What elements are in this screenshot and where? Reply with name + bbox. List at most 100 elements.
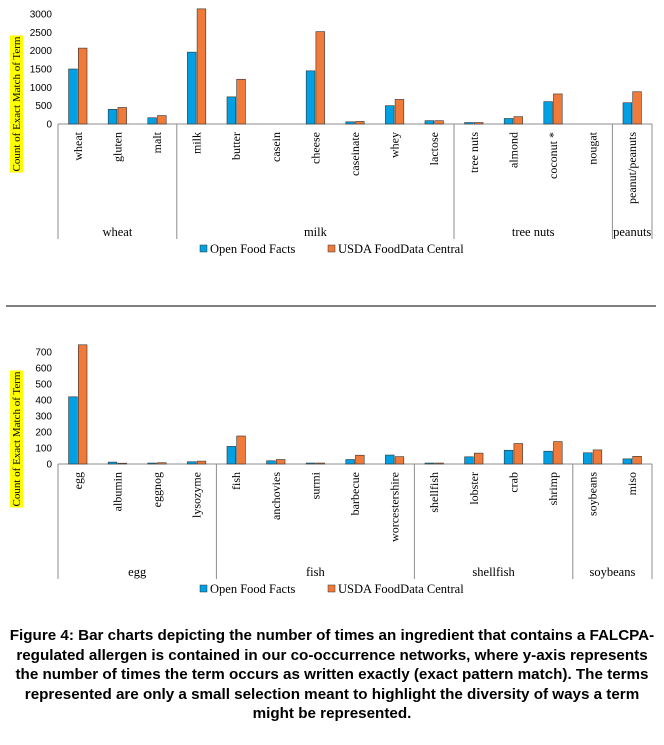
group-label: fish <box>306 565 326 579</box>
category-label: eggnog <box>150 472 164 507</box>
y-tick-label: 3000 <box>30 10 53 21</box>
category-label: tree nuts <box>467 132 481 173</box>
y-tick-label: 500 <box>35 101 52 112</box>
category-label: peanut/peanuts <box>625 132 639 204</box>
y-axis-label-highlight <box>10 35 23 173</box>
bar-off-lysozyme <box>187 461 197 465</box>
group-label: egg <box>128 565 147 579</box>
bar-usda-eggnog <box>157 462 167 465</box>
y-tick-label: 700 <box>35 348 52 359</box>
category-label: soybeans <box>586 472 600 516</box>
bar-usda-egg <box>78 344 88 465</box>
bar-off-fish <box>226 446 237 465</box>
bar-off-caseinate <box>345 121 355 125</box>
category-label: butter <box>229 132 243 160</box>
bar-off-cheese <box>305 70 316 125</box>
bar-off-milk <box>187 51 197 125</box>
category-label: caseinate <box>348 132 362 176</box>
legend-label: USDA FoodData Central <box>338 242 464 256</box>
bar-off-anchovies <box>266 460 276 465</box>
bar-off-tree-nuts <box>464 122 474 125</box>
bar-usda-wheat <box>78 47 88 125</box>
bar-usda-butter <box>236 78 246 125</box>
legend-label: Open Food Facts <box>210 242 296 256</box>
category-label: casein <box>269 132 283 162</box>
y-tick-label: 2500 <box>30 28 53 39</box>
figure-caption: Figure 4: Bar charts depicting the numbe… <box>9 627 655 722</box>
category-label: cheese <box>308 132 322 164</box>
bar-off-shellfish <box>424 462 435 465</box>
y-tick-label: 600 <box>35 364 52 375</box>
category-label: albumin <box>110 472 124 511</box>
bar-off-soybeans <box>583 452 593 465</box>
bar-usda-malt <box>157 115 167 125</box>
category-label: gluten <box>110 132 124 162</box>
y-axis-label-highlight <box>10 370 23 508</box>
category-label: miso <box>625 472 639 495</box>
category-label: almond <box>506 132 520 168</box>
bar-usda-crab <box>513 443 523 465</box>
category-label: egg <box>71 472 85 489</box>
y-tick-label: 100 <box>35 444 52 455</box>
category-label: anchovies <box>269 472 283 520</box>
bar-off-gluten <box>107 109 118 125</box>
y-tick-label: 400 <box>35 396 52 407</box>
category-label: milk <box>190 132 204 154</box>
bar-usda-shrimp <box>553 441 563 465</box>
bar-usda-anchovies <box>275 459 286 465</box>
bar-usda-milk <box>196 8 207 125</box>
y-tick-label: 500 <box>35 380 52 391</box>
bar-off-worcestershire <box>385 454 395 465</box>
bar-usda-soybeans <box>592 449 603 465</box>
chart-1: Count of Exact Match of Term 0 500 1000 1500… <box>10 8 653 256</box>
bar-off-whey <box>385 105 395 125</box>
bar-usda-worcestershire <box>394 456 405 465</box>
group-label: shellfish <box>472 565 515 579</box>
y-tick-label: 1000 <box>30 83 53 94</box>
bar-usda-cheese <box>315 31 325 125</box>
category-label: fish <box>229 472 243 490</box>
category-label: lysozyme <box>190 472 204 518</box>
category-label: worcestershire <box>388 472 402 542</box>
bar-usda-whey <box>394 99 405 125</box>
legend-swatch <box>199 244 208 253</box>
category-label: wheat <box>71 131 85 160</box>
y-tick-label: 1500 <box>30 65 53 76</box>
bar-off-malt <box>147 117 157 125</box>
category-label: lactose <box>427 132 441 165</box>
bar-off-shrimp <box>543 450 553 465</box>
legend-swatch <box>327 584 336 593</box>
legend: Open Food Facts USDA FoodData Central <box>199 242 464 256</box>
bar-usda-miso <box>632 456 642 465</box>
legend-label: Open Food Facts <box>210 582 296 596</box>
bar-off-butter <box>226 96 237 125</box>
bar-usda-shellfish <box>434 462 444 465</box>
bar-usda-almond <box>513 116 523 125</box>
chart-2: Count of Exact Match of Term 0 100 200 300 40… <box>10 344 653 596</box>
bar-usda-gluten <box>117 107 127 125</box>
group-label: soybeans <box>589 565 635 579</box>
bar-usda-lactose <box>434 120 444 125</box>
bar-off-lactose <box>424 120 435 125</box>
legend-swatch <box>199 584 208 593</box>
legend: Open Food Facts USDA FoodData Central <box>199 582 464 596</box>
y-tick-label: 0 <box>46 460 52 471</box>
y-axis-label: Count of Exact Match of Term <box>11 36 23 171</box>
category-label: shellfish <box>427 472 441 513</box>
bar-usda-surmi <box>315 462 325 465</box>
bar-usda-coconut- <box>553 93 563 125</box>
bar-usda-lysozyme <box>196 460 207 465</box>
y-axis-label-group: Count of Exact Match of Term <box>10 35 23 173</box>
group-label: wheat <box>102 225 132 239</box>
y-axis-label-group: Count of Exact Match of Term <box>10 370 23 508</box>
bar-off-coconut- <box>543 101 553 125</box>
y-tick-label: 2000 <box>30 46 53 57</box>
bar-usda-barbecue <box>355 454 365 465</box>
category-label: shrimp <box>546 472 560 505</box>
bar-usda-fish <box>236 435 246 465</box>
y-tick-label: 300 <box>35 412 52 423</box>
bar-off-almond <box>503 118 514 125</box>
bar-usda-caseinate <box>355 121 365 125</box>
bar-off-wheat <box>68 68 78 125</box>
legend-swatch <box>327 244 336 253</box>
